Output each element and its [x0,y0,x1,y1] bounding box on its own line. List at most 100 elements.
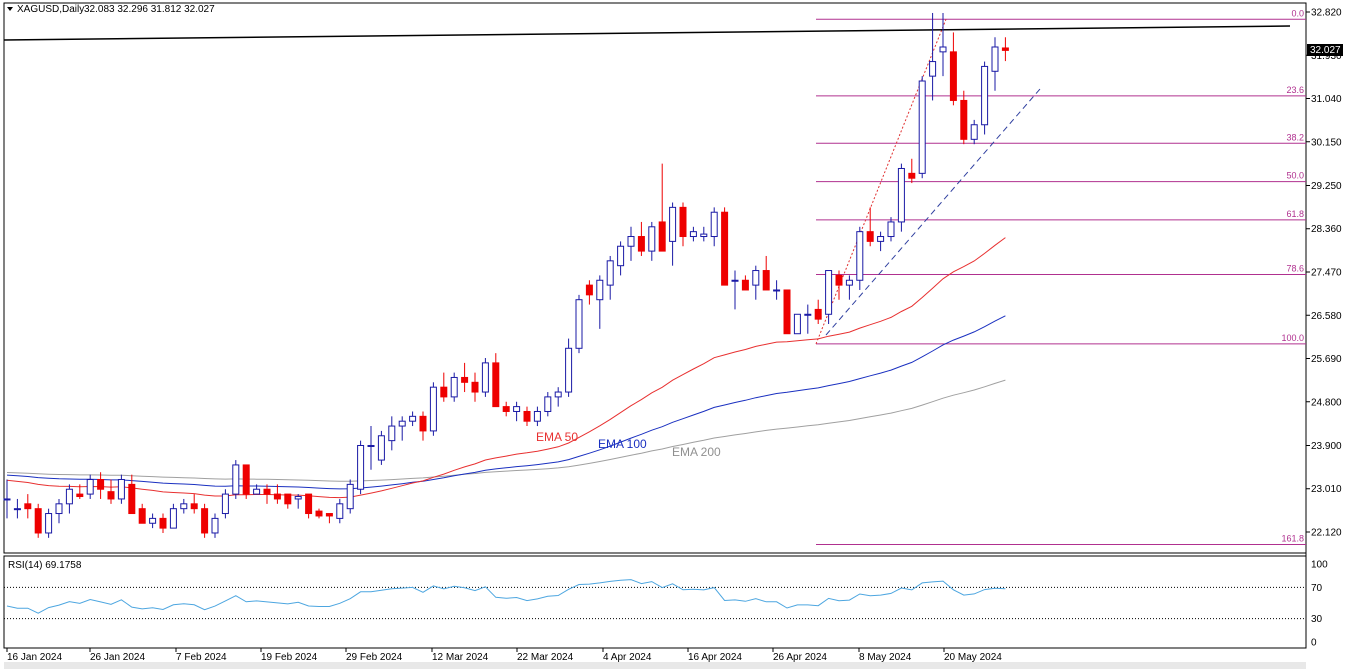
date-tick-label: 20 May 2024 [944,652,1002,663]
candle-body [596,279,604,301]
candle-body [700,233,708,238]
bullish-candle [429,382,437,436]
bearish-candle [949,32,957,106]
bullish-candle [294,494,302,509]
candle-body [970,124,978,140]
price-tick-label: 26.580 [1311,311,1342,322]
bearish-candle [762,255,770,291]
date-tick-label: 22 Mar 2024 [517,652,574,663]
rsi-tick-label: 30 [1311,614,1323,625]
fib-level-label: 78.6 [1286,263,1304,273]
candle-body [502,406,510,412]
candle-body [897,167,905,223]
bearish-candle [325,513,333,524]
candle-body [357,444,365,490]
candle-body [325,513,333,517]
long-term-trendline [3,25,1291,41]
candle-body [617,245,625,267]
candle-body [76,493,84,498]
ohlc-values: 32.083 32.296 31.812 32.027 [84,4,215,15]
rsi-label: RSI(14) 69.1758 [8,560,82,571]
candle-body [960,99,968,140]
bullish-candle [357,440,365,495]
bullish-candle [346,479,354,514]
candle-body [513,406,521,412]
candle-body [409,415,417,422]
candle-body [55,503,63,515]
candle-body [533,410,541,422]
candle-body [232,464,240,495]
candle-body [34,508,42,534]
candle-body [398,420,406,427]
rsi-tick-label: 100 [1311,560,1328,571]
bearish-candle [305,493,313,519]
bullish-candle [169,503,177,529]
candle-body [606,260,614,286]
bullish-candle [65,484,73,514]
candle-body [86,479,94,495]
candle-body [825,270,833,315]
candle-body [773,289,781,292]
bullish-candle [565,338,573,397]
candle-body [388,425,396,442]
bearish-candle [201,503,209,538]
bullish-candle [409,411,417,427]
bearish-candle [315,508,323,519]
bearish-candle [284,493,292,509]
current-price-tag [1307,44,1343,56]
candle-body [3,498,11,501]
candle-body [793,313,801,335]
bullish-candle [731,270,739,310]
fibonacci-retracement[interactable]: 0.0 23.6 38.2 50.0 61.8 78.6 100.0 161.8 [815,8,1306,546]
candle-body [575,299,583,349]
candle-body [461,376,469,383]
bullish-candle [991,37,999,91]
bullish-candle [180,498,188,514]
main-pane-frame [3,2,1307,554]
bullish-candle [13,498,21,519]
bullish-candle [367,426,375,470]
bullish-candle [596,275,604,329]
fib-level-label: 100.0 [1281,333,1304,343]
price-tick-label: 28.360 [1311,224,1342,235]
candle-body [149,517,157,524]
candle-body [367,444,375,447]
bullish-candle [648,221,656,261]
candle-body [128,483,136,515]
bullish-candle [253,484,261,495]
bullish-candle [211,513,219,538]
candle-body [180,503,188,510]
date-tick-label: 26 Jan 2024 [90,652,145,663]
bullish-candle [752,265,760,300]
candle-body [585,284,593,296]
candle-body [211,517,219,534]
date-tick-label: 7 Feb 2024 [176,652,227,663]
candle-body [554,391,562,398]
trendlines[interactable] [3,25,1291,336]
bearish-candle [679,202,687,247]
bullish-candle [117,474,125,504]
support-trendline [825,88,1041,336]
price-tick-label: 31.930 [1311,51,1342,62]
candle-body [305,493,313,515]
bullish-candle [575,294,583,354]
horizontal-scrollbar[interactable] [4,662,1306,669]
collapse-triangle-icon[interactable] [7,7,13,11]
candle-body [648,226,656,252]
bullish-candle [918,76,926,179]
bearish-candle [637,221,645,256]
bullish-candle [887,217,895,242]
candle-body [492,362,500,408]
ema-lines [6,237,1006,499]
bearish-candle [1001,37,1009,62]
rsi-line [6,579,1006,614]
bearish-candle [128,474,136,515]
bearish-candle [76,484,84,499]
symbol-label: XAGUSD,Daily [17,4,84,15]
candle-body [315,510,323,517]
date-tick-label: 29 Feb 2024 [346,652,403,663]
candle-body [877,236,885,242]
bearish-candle [97,472,105,499]
bearish-candle [190,494,198,514]
